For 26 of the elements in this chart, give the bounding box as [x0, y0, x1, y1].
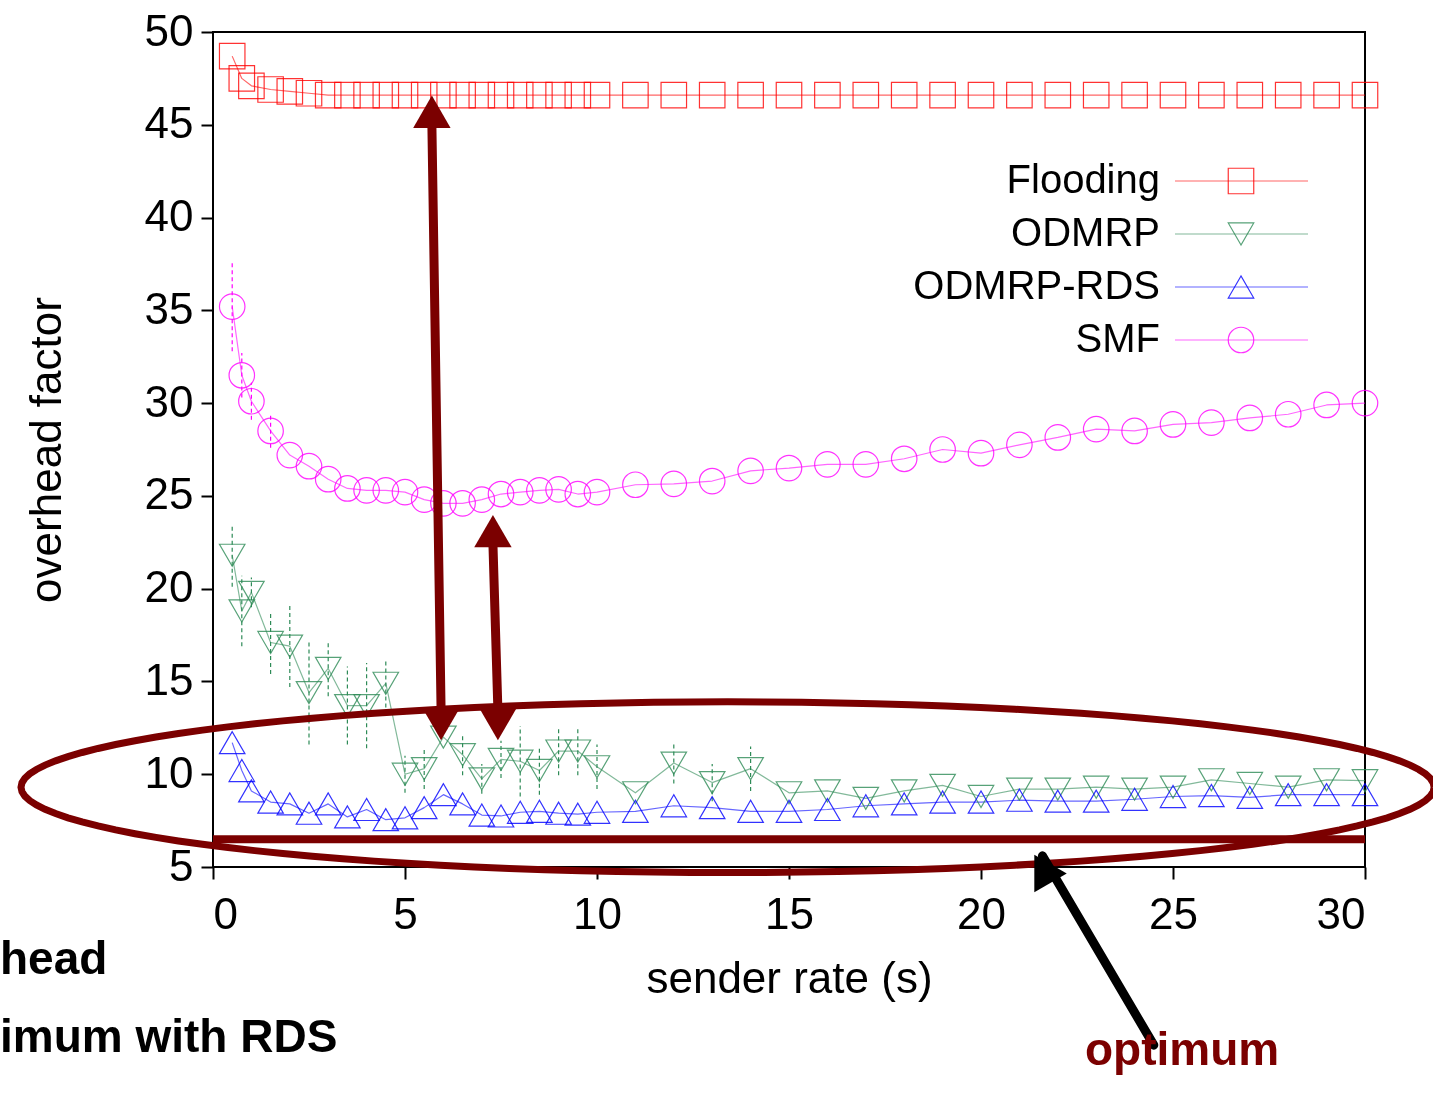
- y-tick-label: 25: [144, 469, 194, 519]
- x-tick-label: 20: [957, 888, 1006, 938]
- x-axis-title: sender rate (s): [646, 952, 933, 1002]
- x-tick-label: 5: [393, 888, 418, 938]
- y-tick-label: 15: [144, 654, 194, 704]
- x-tick-label: 10: [573, 888, 622, 938]
- y-tick-label: 5: [169, 840, 194, 890]
- text: head: [0, 932, 108, 984]
- x-tick-label: 15: [765, 888, 814, 938]
- text: imum with RDS: [0, 1010, 338, 1062]
- y-axis-title: overhead factor: [20, 297, 70, 603]
- legend-label: Flooding: [1006, 157, 1160, 201]
- legend-label: ODMRP: [1011, 210, 1160, 254]
- x-tick-label: 25: [1149, 888, 1198, 938]
- x-tick-label: 0: [213, 888, 238, 938]
- y-tick-label: 20: [144, 562, 194, 612]
- legend-label: ODMRP-RDS: [913, 263, 1160, 307]
- y-tick-label: 35: [144, 283, 194, 333]
- y-tick-label: 10: [144, 747, 194, 797]
- y-tick-label: 45: [144, 98, 194, 148]
- x-tick-label: 30: [1316, 888, 1366, 938]
- text: optimum: [1085, 1023, 1280, 1075]
- legend-label: SMF: [1075, 316, 1160, 360]
- y-tick-label: 40: [144, 191, 194, 241]
- y-tick-label: 50: [144, 5, 194, 55]
- y-tick-label: 30: [144, 376, 194, 426]
